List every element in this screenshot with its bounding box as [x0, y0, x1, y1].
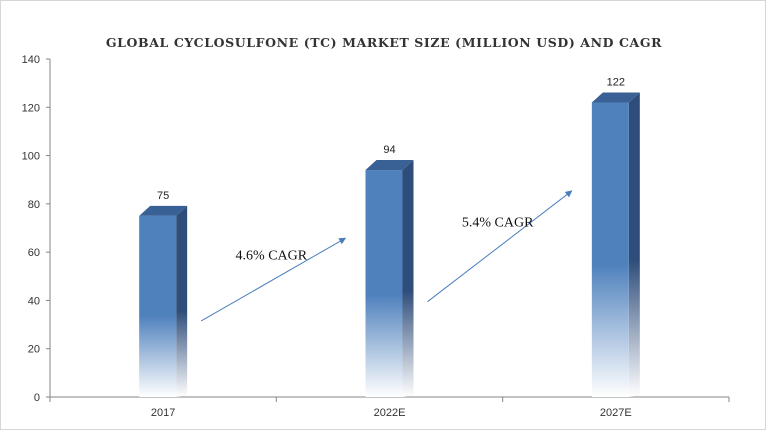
bar-top	[591, 92, 640, 103]
cagr-label: 4.6% CAGR	[236, 249, 308, 264]
bar-front	[365, 170, 403, 397]
x-tick-label: 2022E	[374, 407, 406, 419]
y-tick-label: 140	[22, 54, 40, 66]
y-tick-label: 60	[28, 247, 40, 259]
bar	[365, 160, 414, 397]
bar-side	[176, 205, 188, 397]
bar	[591, 92, 640, 397]
bar-value-label: 94	[383, 144, 395, 156]
chart-title: GLOBAL CYCLOSULFONE (TC) MARKET SIZE (MI…	[105, 35, 663, 50]
bar-top	[139, 205, 188, 216]
y-tick-label: 20	[28, 344, 40, 356]
x-tick-label: 2027E	[600, 407, 632, 419]
bar-front	[591, 102, 629, 397]
bar-side	[402, 160, 414, 397]
y-tick-label: 120	[22, 102, 40, 114]
y-tick-label: 0	[34, 392, 40, 404]
bar	[139, 205, 188, 397]
bar-top	[365, 160, 414, 171]
bar-value-label: 122	[607, 76, 625, 88]
cagr-arrow	[427, 190, 573, 303]
bar-value-label: 75	[157, 190, 169, 202]
cagr-arrow	[200, 237, 347, 322]
y-tick-label: 40	[28, 295, 40, 307]
bar-side	[628, 92, 640, 397]
cagr-label: 5.4% CAGR	[462, 215, 534, 230]
y-tick-label: 100	[22, 151, 40, 163]
bar-front	[139, 215, 177, 397]
x-tick-label: 2017	[151, 407, 175, 419]
y-tick-label: 80	[28, 199, 40, 211]
